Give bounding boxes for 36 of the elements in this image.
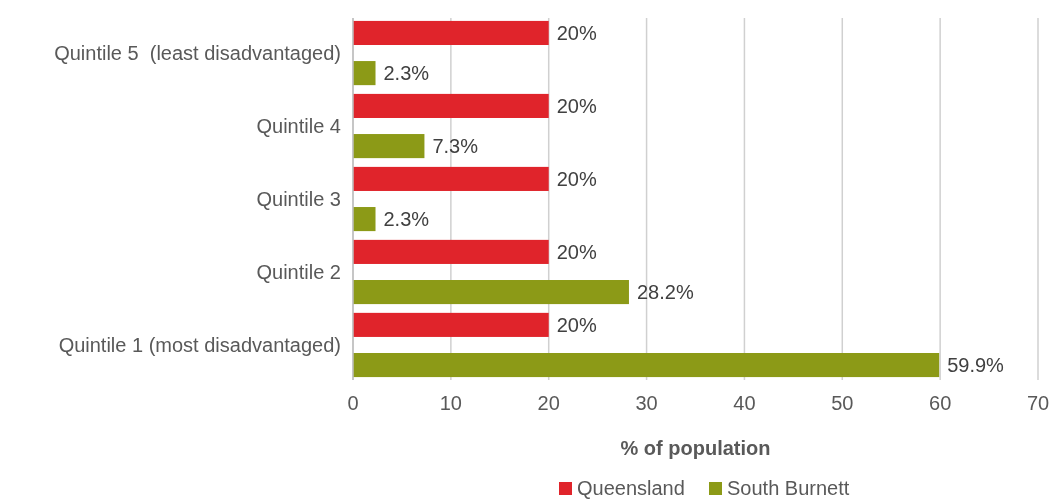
bar xyxy=(353,353,940,378)
data-label: 59.9% xyxy=(947,354,1005,377)
data-label: 28.2% xyxy=(636,281,694,304)
legend-label: South Burnett xyxy=(727,477,850,499)
data-label: 20% xyxy=(556,94,597,117)
x-tick-label: 10 xyxy=(439,392,462,414)
bar xyxy=(353,207,376,232)
bar xyxy=(353,239,549,264)
data-label: 20% xyxy=(556,167,597,190)
y-tick-label: Quintile 4 xyxy=(256,115,341,138)
x-tick-label: 70 xyxy=(1026,392,1050,414)
x-tick-label: 30 xyxy=(635,392,658,414)
y-tick-label: Quintile 1 (most disadvantaged) xyxy=(58,333,341,356)
x-tick-label: 0 xyxy=(347,392,359,414)
bar xyxy=(353,20,549,45)
bar xyxy=(353,134,425,159)
x-tick-label: 40 xyxy=(733,392,756,414)
y-tick-label: Quintile 2 xyxy=(256,260,341,283)
x-axis-title: % of population xyxy=(620,437,771,459)
data-label: 20% xyxy=(556,313,597,336)
bar xyxy=(353,93,549,118)
bar xyxy=(353,280,629,305)
bar xyxy=(353,166,549,191)
data-label: 20% xyxy=(556,21,597,44)
x-tick-label: 60 xyxy=(929,392,952,414)
legend-label: Queensland xyxy=(577,477,685,499)
bar xyxy=(353,61,376,86)
y-tick-label: Quintile 5 (least disadvantaged) xyxy=(54,42,341,65)
y-tick-label: Quintile 3 xyxy=(256,188,341,210)
data-label: 2.3% xyxy=(383,62,430,85)
x-tick-label: 50 xyxy=(831,392,854,414)
x-tick-label: 20 xyxy=(537,392,560,414)
data-label: 2.3% xyxy=(383,208,430,231)
data-label: 20% xyxy=(556,240,597,263)
bar xyxy=(353,312,549,337)
data-label: 7.3% xyxy=(432,135,479,158)
